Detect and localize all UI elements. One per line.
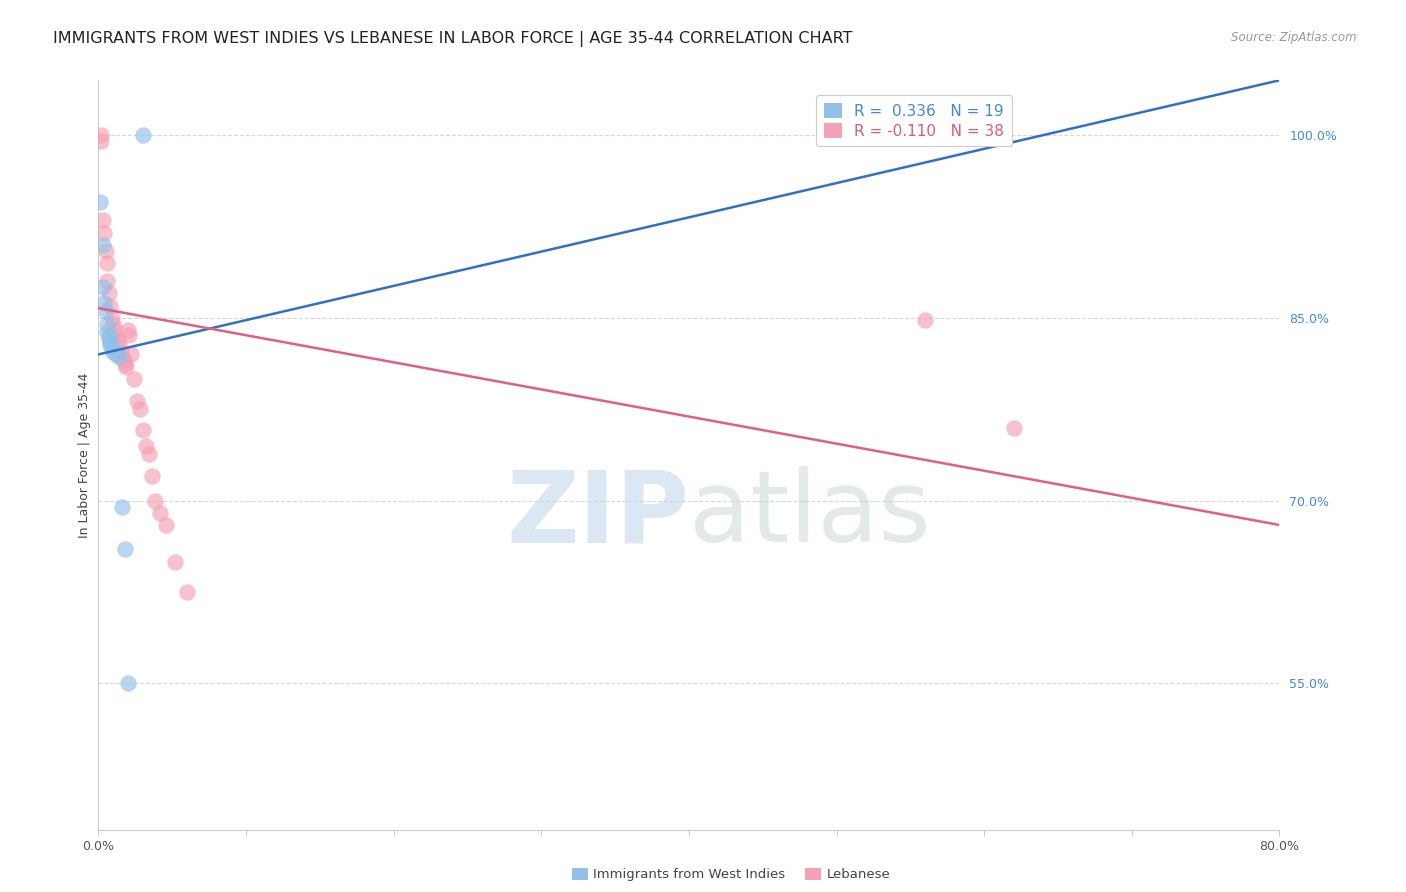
Point <box>90 128 112 142</box>
Point <box>91 237 114 252</box>
Point <box>97 286 120 301</box>
Point <box>165 555 187 569</box>
Point <box>108 350 131 364</box>
Text: IMMIGRANTS FROM WEST INDIES VS LEBANESE IN LABOR FORCE | AGE 35-44 CORRELATION C: IMMIGRANTS FROM WEST INDIES VS LEBANESE … <box>53 31 853 47</box>
Point <box>100 310 122 325</box>
Point <box>90 134 112 148</box>
Point <box>89 195 111 210</box>
Point <box>112 353 135 368</box>
Point <box>98 335 121 350</box>
Point <box>96 256 118 270</box>
Point <box>103 345 125 359</box>
Point <box>110 345 132 359</box>
Point <box>93 296 115 310</box>
Point <box>114 357 136 371</box>
Point <box>105 329 128 343</box>
Point <box>117 676 139 690</box>
Point <box>104 323 127 337</box>
Point <box>91 213 114 227</box>
Point <box>97 329 120 343</box>
Point <box>105 347 128 361</box>
Text: ZIP: ZIP <box>506 467 689 564</box>
Point <box>93 226 115 240</box>
Point <box>96 326 118 340</box>
Y-axis label: In Labor Force | Age 35-44: In Labor Force | Age 35-44 <box>79 372 91 538</box>
Point <box>94 244 117 258</box>
Point <box>138 447 160 461</box>
Point <box>115 359 138 374</box>
Point <box>91 280 114 294</box>
Point <box>132 423 155 437</box>
Point <box>1002 420 1025 434</box>
Point <box>98 337 121 351</box>
Point <box>117 323 139 337</box>
Point <box>96 274 118 288</box>
Legend: R =  0.336   N = 19, R = -0.110   N = 38: R = 0.336 N = 19, R = -0.110 N = 38 <box>817 95 1012 146</box>
Point <box>125 393 148 408</box>
Legend: Immigrants from West Indies, Lebanese: Immigrants from West Indies, Lebanese <box>568 864 894 886</box>
Point <box>118 327 141 342</box>
Point <box>149 506 172 520</box>
Point <box>143 493 166 508</box>
Point <box>122 372 145 386</box>
Point <box>825 128 848 142</box>
Point <box>128 402 150 417</box>
Text: atlas: atlas <box>689 467 931 564</box>
Point <box>111 350 134 364</box>
Point <box>141 469 163 483</box>
Point <box>114 542 136 557</box>
Text: Source: ZipAtlas.com: Source: ZipAtlas.com <box>1232 31 1357 45</box>
Point <box>98 299 121 313</box>
Point <box>108 337 131 351</box>
Point <box>120 347 142 361</box>
Point <box>176 585 198 599</box>
Point <box>94 303 117 318</box>
Point <box>107 333 129 347</box>
Point <box>97 332 120 346</box>
Point <box>103 317 125 331</box>
Point <box>111 500 134 514</box>
Point <box>100 341 122 355</box>
Point <box>135 439 157 453</box>
Point <box>155 518 177 533</box>
Point <box>96 317 118 331</box>
Point <box>914 313 936 327</box>
Point <box>132 128 155 142</box>
